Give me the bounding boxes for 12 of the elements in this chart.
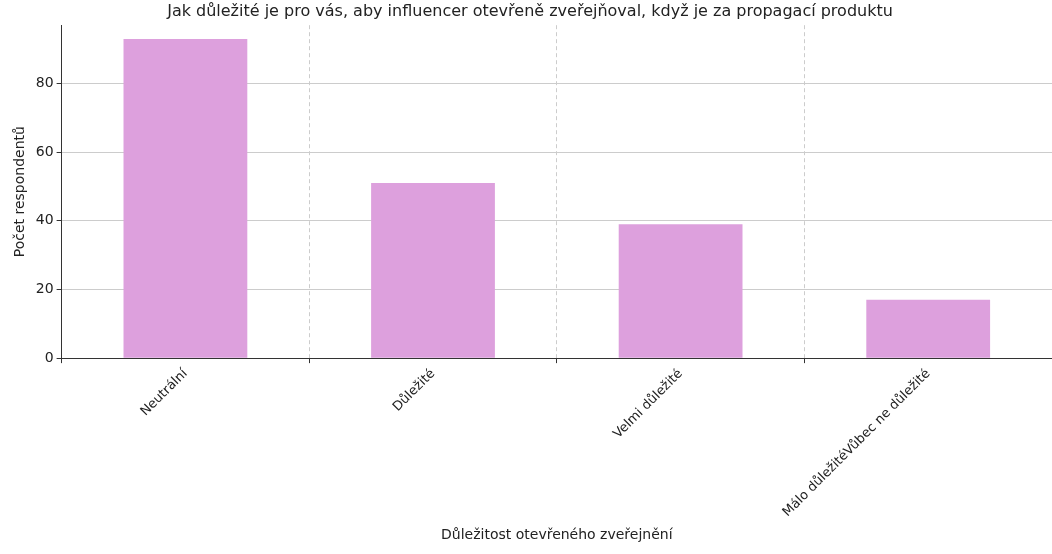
y-tick-label: 40 (35, 211, 54, 228)
x-axis-title: Důležitost otevřeného zveřejnění (441, 526, 674, 543)
y-axis-title: Počet respondentů (11, 126, 28, 258)
y-tick-label: 80 (35, 74, 54, 91)
bar (618, 224, 743, 358)
y-tick-label: 20 (35, 280, 54, 297)
bar (866, 299, 991, 358)
bar (371, 183, 495, 358)
y-tick-label: 60 (35, 142, 54, 159)
chart-title: Jak důležité je pro vás, aby influencer otevřeně zveřejňoval, když je za propagací produktu (166, 0, 893, 20)
y-tick-label: 0 (44, 348, 54, 365)
bar (123, 38, 248, 358)
